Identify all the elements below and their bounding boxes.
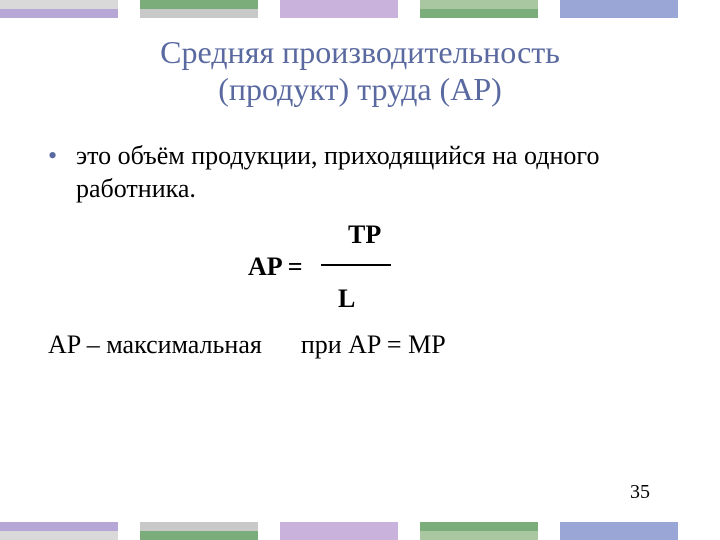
bullet-text: это объём продукции, приходящийся на одн…: [76, 140, 672, 205]
bullet-icon: •: [48, 140, 76, 173]
title-line-1: Средняя производительность: [160, 34, 560, 70]
slide-title: Средняя производительность (продукт) тру…: [0, 34, 720, 108]
page-number: 35: [630, 481, 650, 504]
formula-numerator: TP: [48, 219, 672, 251]
note-text: AP – максимальная при AP = MP: [48, 329, 672, 362]
formula-denominator: L: [48, 283, 672, 315]
formula: TP AP = L: [48, 219, 672, 315]
formula-lhs-text: AP =: [248, 252, 303, 281]
top-decor-band: [0, 0, 720, 18]
slide-body: • это объём продукции, приходящийся на о…: [48, 140, 672, 362]
fraction-bar-icon: [321, 264, 391, 266]
bullet-item: • это объём продукции, приходящийся на о…: [48, 140, 672, 205]
slide: Средняя производительность (продукт) тру…: [0, 0, 720, 540]
bottom-decor-band: [0, 522, 720, 540]
title-line-2: (продукт) труда (AP): [218, 71, 502, 107]
formula-lhs: AP =: [48, 251, 672, 283]
